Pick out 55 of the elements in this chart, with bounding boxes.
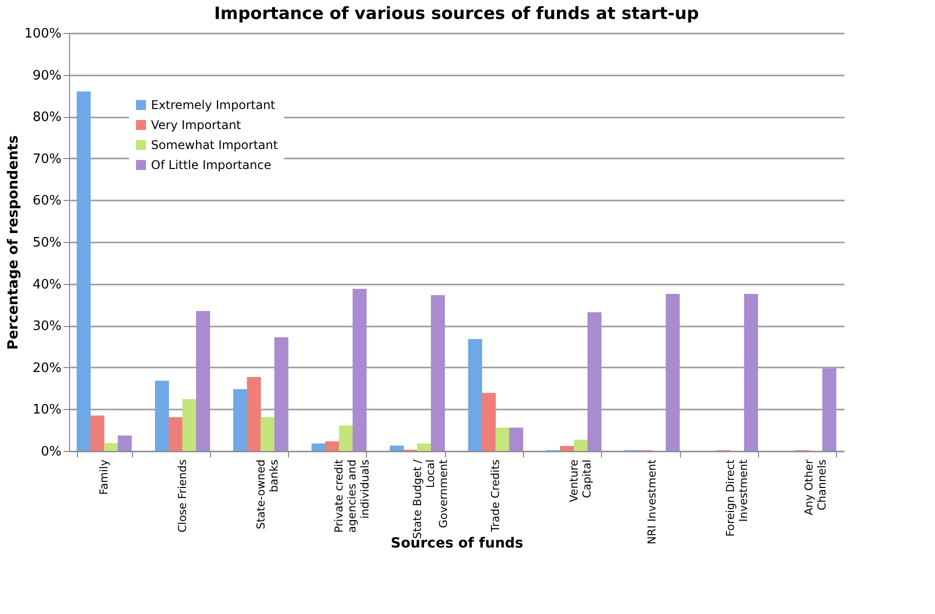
bar — [274, 337, 288, 451]
bar — [587, 312, 602, 451]
x-tick-label: Any Other Channels — [802, 459, 828, 516]
bar — [168, 417, 183, 451]
bar — [666, 294, 680, 451]
y-tick-label: 90% — [32, 68, 62, 84]
bar — [430, 295, 445, 451]
x-tick-label: NRI Investment — [646, 458, 659, 544]
x-tick-label: Trade Credits — [489, 459, 502, 533]
y-tick-label: 10% — [32, 402, 62, 418]
y-tick-label: 20% — [32, 360, 62, 376]
bar — [246, 377, 261, 451]
bar — [417, 443, 432, 451]
y-tick-label: 0% — [40, 444, 62, 460]
bar — [90, 415, 104, 451]
x-tick-label: State-owned banks — [254, 459, 280, 530]
bar — [154, 380, 169, 451]
y-tick-label: 50% — [32, 236, 62, 250]
y-tick-label: 60% — [32, 194, 62, 209]
bar — [822, 368, 836, 451]
bar — [76, 92, 91, 451]
y-tick-label: 80% — [32, 110, 62, 126]
bar — [744, 294, 758, 451]
y-axis-title: Percentage of respondents — [5, 135, 22, 350]
bar — [260, 417, 275, 451]
bar — [468, 338, 482, 451]
bar — [495, 428, 510, 451]
x-tick-label: Family — [98, 459, 111, 495]
bar — [233, 389, 248, 451]
x-tick-label: Private credit agencies and individuals — [332, 458, 372, 533]
bar — [390, 446, 404, 451]
y-tick-label: 70% — [32, 152, 62, 167]
bar — [352, 288, 367, 451]
bar — [509, 428, 524, 451]
bar — [560, 446, 574, 451]
legend-label: Extremely Important — [151, 98, 276, 112]
y-tick-label: 30% — [32, 319, 62, 334]
legend-label: Very Important — [151, 118, 242, 132]
bar — [182, 399, 196, 451]
chart-title: Importance of various sources of funds at start-up — [214, 4, 699, 24]
bar — [574, 440, 588, 451]
bar — [325, 441, 340, 451]
legend-label: Of Little Importance — [151, 158, 272, 172]
bar — [104, 443, 118, 451]
x-tick-label: Close Friends — [176, 459, 190, 533]
legend-label: Somewhat Important — [151, 138, 278, 152]
bar — [196, 310, 210, 451]
bar — [118, 436, 132, 451]
bar — [482, 392, 496, 451]
bar — [338, 426, 353, 451]
x-tick-label: Foreign Direct Investment — [724, 458, 750, 537]
bar — [312, 443, 326, 451]
y-tick-label: 40% — [32, 277, 62, 292]
x-tick-label: Venture Capital — [567, 459, 594, 502]
y-tick-label: 100% — [24, 26, 62, 42]
